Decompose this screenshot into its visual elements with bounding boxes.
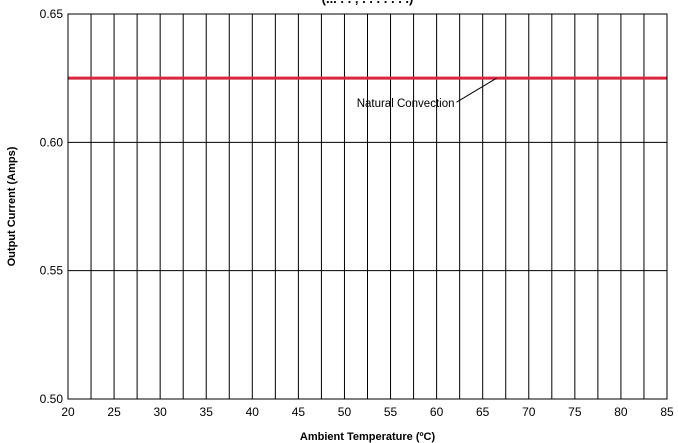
x-tick-label: 70 [522,405,536,419]
x-tick-label: 25 [107,405,121,419]
grid [68,13,667,400]
x-tick-label: 45 [292,405,306,419]
y-tick-label: 0.55 [40,264,64,278]
x-tick-label: 40 [246,405,260,419]
x-tick-label: 60 [430,405,444,419]
x-tick-label: 75 [568,405,582,419]
x-tick-label: 85 [660,405,674,419]
x-tick-label: 80 [614,405,628,419]
x-tick-label: 35 [200,405,214,419]
annotation-leader [456,77,497,103]
x-tick-label: 55 [384,405,398,419]
annotation-label: Natural Convection [357,98,455,110]
x-axis-title: Ambient Temperature (ºC) [300,431,436,443]
y-axis-title: Output Current (Amps) [6,146,18,266]
x-tick-labels: 20 25 30 35 40 45 50 55 60 65 70 75 80 85 [61,405,674,419]
plot-frame [67,13,668,400]
chart-title: (... . . , . . . . . . .) [322,0,414,6]
x-tick-label: 30 [153,405,167,419]
y-tick-label: 0.60 [40,135,64,149]
x-tick-label: 50 [338,405,352,419]
y-tick-label: 0.50 [40,392,64,406]
x-tick-label: 20 [61,405,75,419]
y-tick-label: 0.65 [40,7,64,21]
x-tick-label: 65 [476,405,490,419]
y-tick-labels: 0.50 0.55 0.60 0.65 [40,7,64,406]
annotation: Natural Convection [357,77,497,110]
